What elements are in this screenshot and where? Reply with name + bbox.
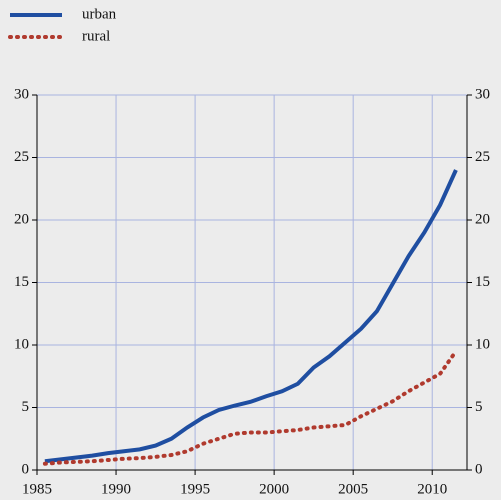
y2-tick-label: 5 [475,399,483,415]
x-tick-label: 2010 [417,481,447,497]
line-series [44,169,458,464]
y-tick-label: 15 [14,274,29,290]
x-tick-label: 2000 [259,481,289,497]
x-tick-label: 1985 [22,481,52,497]
y2-tick-label: 25 [475,149,490,165]
y-tick-label: 10 [14,336,29,352]
y-tick-label: 20 [14,211,29,227]
y-tick-label: 0 [22,461,30,477]
y2-tick-label: 30 [475,86,490,102]
legend-label: rural [82,28,110,44]
x-tick-label: 1995 [180,481,210,497]
y2-tick-label: 15 [475,274,490,290]
y2-tick-label: 20 [475,211,490,227]
y2-tick-label: 10 [475,336,490,352]
x-tick-label: 2005 [338,481,368,497]
x-tick-label: 1990 [101,481,131,497]
y-tick-label: 5 [22,399,30,415]
y-tick-label: 25 [14,149,29,165]
legend-label: urban [82,6,117,22]
y-tick-label: 30 [14,86,29,102]
y2-tick-label: 0 [475,461,483,477]
line-series [42,349,458,466]
